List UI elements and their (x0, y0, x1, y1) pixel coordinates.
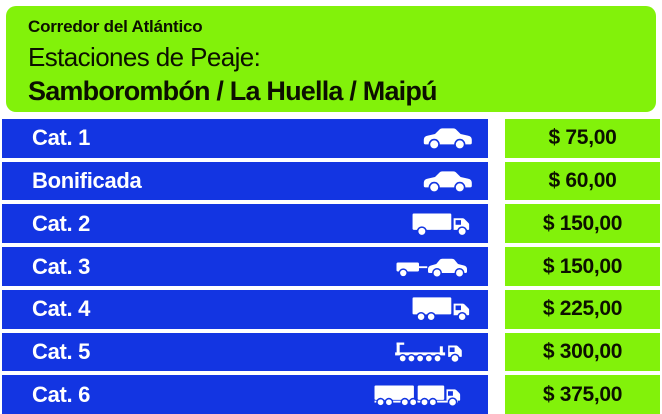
table-row: Cat. 2 $ 150,00 (0, 204, 662, 244)
sign-subtitle: Estaciones de Peaje: (28, 42, 261, 72)
station-names: Samborombón / La Huella / Maipú (28, 76, 438, 106)
category-label: Cat. 2 (32, 210, 91, 236)
price-value: $ 300,00 (542, 339, 623, 363)
category-cell: Cat. 3 (2, 247, 488, 286)
price-value: $ 60,00 (548, 169, 617, 193)
table-row: Cat. 1 $ 75,00 (0, 119, 662, 158)
category-cell: Cat. 6 (2, 375, 488, 414)
price-value: $ 150,00 (542, 254, 623, 278)
category-cell: Bonificada (2, 161, 488, 201)
table-row: Bonificada $ 60,00 (0, 161, 662, 201)
price-cell: $ 225,00 (505, 289, 660, 329)
category-cell: Cat. 1 (2, 119, 488, 158)
table-row: Cat. 3 $ 150,00 (0, 247, 662, 286)
rates-table: Cat. 1 $ 75,00 Bonificada $ 60,00 Cat. 2 $… (0, 119, 662, 414)
price-value: $ 75,00 (548, 126, 617, 150)
category-cell: Cat. 2 (2, 204, 488, 244)
flatbed-truck-icon (393, 339, 473, 364)
price-cell: $ 75,00 (505, 119, 660, 158)
car-icon (421, 126, 473, 151)
category-label: Bonificada (32, 168, 142, 194)
category-label: Cat. 6 (32, 381, 91, 407)
category-cell: Cat. 4 (2, 289, 488, 329)
price-cell: $ 300,00 (505, 332, 660, 372)
corridor-name: Corredor del Atlántico (28, 17, 203, 36)
header-panel: Corredor del Atlántico Estaciones de Pea… (6, 6, 656, 112)
category-label: Cat. 1 (32, 125, 91, 151)
price-cell: $ 150,00 (505, 247, 660, 286)
table-row: Cat. 5 $ 300,00 (0, 332, 662, 372)
table-row: Cat. 6 $ 375,00 (0, 375, 662, 414)
price-value: $ 375,00 (542, 382, 623, 406)
table-row: Cat. 4 $ 225,00 (0, 289, 662, 329)
category-label: Cat. 5 (32, 338, 91, 364)
price-cell: $ 150,00 (505, 204, 660, 244)
price-value: $ 225,00 (542, 297, 623, 321)
category-label: Cat. 3 (32, 253, 91, 279)
category-label: Cat. 4 (32, 296, 91, 322)
category-cell: Cat. 5 (2, 332, 488, 372)
car-with-trailer-icon (395, 255, 473, 278)
price-value: $ 150,00 (542, 211, 623, 235)
box-truck-icon (411, 211, 473, 237)
three-axle-truck-icon (411, 296, 473, 323)
price-cell: $ 60,00 (505, 161, 660, 201)
truck-with-trailer-icon (373, 382, 473, 407)
car-icon (421, 169, 473, 194)
price-cell: $ 375,00 (505, 375, 660, 414)
